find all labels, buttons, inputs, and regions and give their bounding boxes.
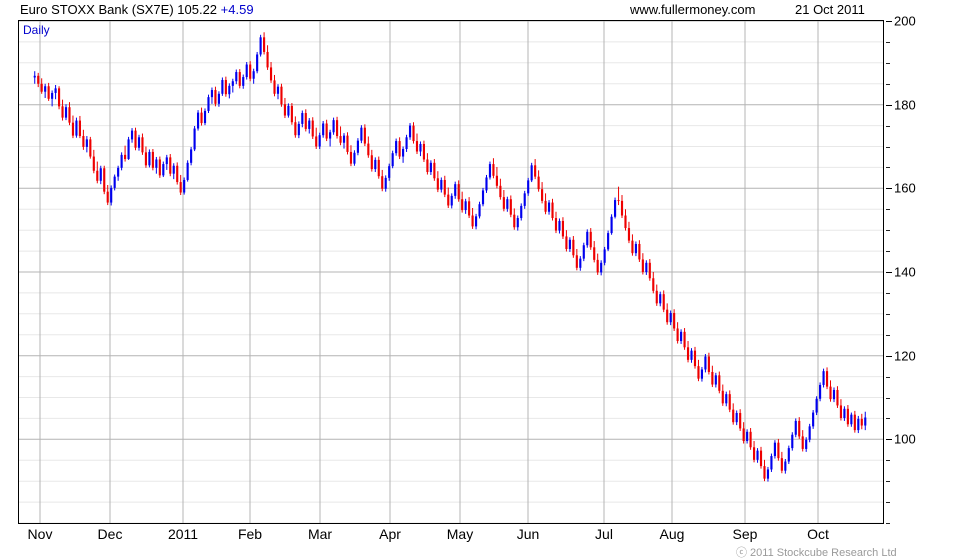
y-axis-label: 180 bbox=[894, 97, 916, 113]
y-axis-tick-major bbox=[886, 439, 892, 441]
x-axis-label: Sep bbox=[732, 526, 758, 542]
price-change: +4.59 bbox=[220, 2, 254, 17]
y-axis-tick-minor bbox=[886, 481, 890, 483]
y-axis-tick-major bbox=[886, 104, 892, 106]
frequency-label: Daily bbox=[23, 23, 50, 37]
price-chart-plot-area[interactable]: Daily bbox=[18, 20, 884, 524]
y-axis-tick-minor bbox=[886, 230, 890, 232]
website-label: www.fullermoney.com bbox=[630, 2, 756, 17]
chart-date: 21 Oct 2011 bbox=[795, 2, 865, 17]
y-axis-tick-minor bbox=[886, 376, 890, 378]
chart-header: Euro STOXX Bank (SX7E) 105.22 +4.59 www.… bbox=[0, 0, 960, 20]
y-axis-tick-major bbox=[886, 21, 892, 22]
y-axis-tick-minor bbox=[886, 41, 890, 43]
y-axis-tick-minor bbox=[886, 62, 890, 64]
candlestick-series bbox=[33, 32, 867, 482]
x-axis-label: Aug bbox=[659, 526, 685, 542]
y-axis-tick-major bbox=[886, 188, 892, 190]
y-axis-tick-major bbox=[886, 355, 892, 357]
x-axis-label: 2011 bbox=[167, 526, 199, 542]
chart-gridlines bbox=[19, 21, 883, 523]
y-axis-tick-minor bbox=[886, 502, 890, 504]
instrument-title: Euro STOXX Bank (SX7E) 105.22 +4.59 bbox=[20, 1, 254, 19]
x-axis-label: Apr bbox=[379, 526, 401, 542]
x-axis-label: May bbox=[446, 526, 474, 542]
y-axis-tick-minor bbox=[886, 313, 890, 315]
copyright-notice: ⓒ 2011 Stockcube Research Ltd bbox=[736, 547, 897, 559]
y-axis-tick-minor bbox=[886, 209, 890, 211]
y-axis-tick-minor bbox=[886, 292, 890, 294]
y-axis-tick-minor bbox=[886, 418, 890, 420]
y-axis-tick-minor bbox=[886, 523, 890, 524]
x-axis-label: Jul bbox=[595, 526, 613, 542]
y-axis-label: 200 bbox=[894, 13, 916, 29]
instrument-title-text: Euro STOXX Bank (SX7E) 105.22 bbox=[20, 2, 218, 17]
y-axis-label: 120 bbox=[894, 348, 916, 364]
y-axis-tick-minor bbox=[886, 83, 890, 85]
y-axis-tick-major bbox=[886, 272, 892, 273]
y-axis-tick-minor bbox=[886, 251, 890, 253]
y-axis-tick-minor bbox=[886, 334, 890, 336]
y-axis-tick-minor bbox=[886, 397, 890, 399]
y-axis-label: 140 bbox=[894, 264, 916, 280]
y-axis-tick-minor bbox=[886, 167, 890, 169]
y-axis-tick-minor bbox=[886, 146, 890, 148]
x-axis: Nov Dec 2011 Feb Mar Apr May Jun Jul Aug Sep Oct bbox=[0, 526, 960, 548]
y-axis-label: 160 bbox=[894, 180, 916, 196]
y-axis-tick-minor bbox=[886, 460, 890, 462]
x-axis-label: Oct bbox=[807, 526, 829, 542]
y-axis-label: 100 bbox=[894, 431, 916, 447]
x-axis-label: Dec bbox=[97, 526, 123, 542]
x-axis-label: Feb bbox=[237, 526, 263, 542]
x-axis-label: Jun bbox=[516, 526, 540, 542]
y-axis-tick-minor bbox=[886, 125, 890, 127]
x-axis-label: Nov bbox=[27, 526, 53, 542]
y-axis: 200 180 160 140 120 100 bbox=[886, 14, 960, 524]
x-axis-label: Mar bbox=[307, 526, 333, 542]
